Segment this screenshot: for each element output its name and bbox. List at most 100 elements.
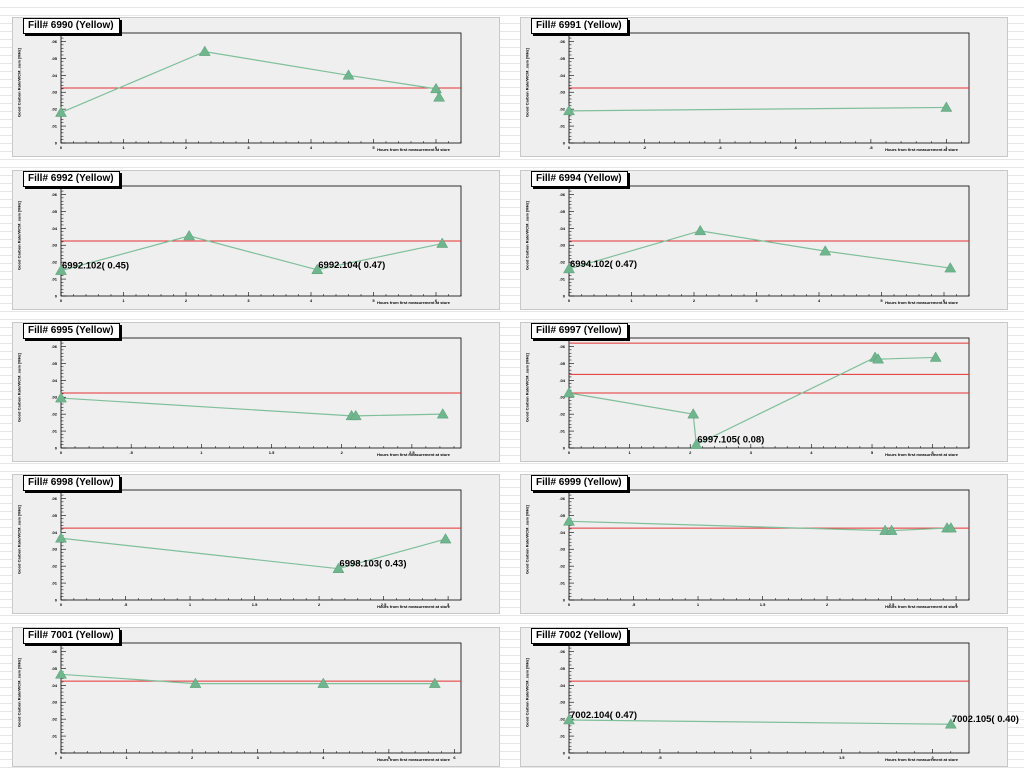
chart-panel: 0 .01 .02 .03 .04 .05 .06 0 .5 1 1.5 2 2.5 3 6998.103(… <box>12 474 500 614</box>
y-tick-label: .02 <box>559 260 565 265</box>
y-tick-label: 0 <box>55 446 58 451</box>
x-tick-label: .8 <box>869 145 873 150</box>
y-tick-label: .04 <box>51 378 57 383</box>
data-point <box>690 438 703 449</box>
x-tick-label: 5 <box>880 298 883 303</box>
y-axis-label: Good Carbon Rate/WCM_sum [MHz] <box>524 658 530 727</box>
series-line <box>568 719 951 725</box>
data-point <box>563 515 575 526</box>
chart-title: Fill# 6990 (Yellow) <box>23 18 120 34</box>
y-tick-label: .05 <box>559 513 565 518</box>
x-tick-label: 4 <box>818 298 821 303</box>
chart-title: Fill# 6999 (Yellow) <box>531 475 628 491</box>
y-tick-label: .05 <box>51 361 57 366</box>
chart-panel: 0 .01 .02 .03 .04 .05 .06 0 .5 1 1.5 2 2.5 3 Good Carb… <box>520 474 1008 614</box>
y-tick-label: .01 <box>559 581 565 586</box>
y-tick-label: .01 <box>51 277 57 282</box>
y-tick-label: .03 <box>51 90 57 95</box>
x-tick-label: 6 <box>435 298 438 303</box>
y-tick-label: .01 <box>559 124 565 129</box>
y-axis-label: Good Carbon Rate/WCM_sum [MHz] <box>16 48 22 117</box>
x-tick-label: 5 <box>372 298 375 303</box>
y-tick-label: .04 <box>559 226 565 231</box>
chart-panel: 0 .01 .02 .03 .04 .05 .06 0 .2 .4 .6 .8 1 Good Carbon… <box>520 17 1008 157</box>
x-tick-label: 2 <box>689 450 692 455</box>
data-point <box>198 45 211 56</box>
x-tick-label: 1 <box>200 450 203 455</box>
y-axis-label: Good Carbon Rate/WCM_sum [MHz] <box>16 353 22 422</box>
data-point <box>944 262 957 273</box>
y-tick-label: .03 <box>51 547 57 552</box>
x-tick-label: 0 <box>568 755 571 760</box>
y-tick-label: .03 <box>559 243 565 248</box>
x-tick-label: 1 <box>630 298 633 303</box>
data-point <box>349 409 362 421</box>
data-point <box>945 522 957 533</box>
x-tick-label: 1 <box>189 602 192 607</box>
point-annotation: 6998.103( 0.43) <box>339 559 406 570</box>
y-tick-label: .06 <box>559 496 565 501</box>
x-tick-label: 3 <box>447 602 450 607</box>
series-line <box>568 106 947 112</box>
y-tick-label: .06 <box>559 39 565 44</box>
data-point <box>872 353 885 364</box>
chart-panel: 0 .01 .02 .03 .04 .05 .06 0 1 2 3 4 5 6 Good Carbon Ra… <box>12 17 500 157</box>
chart-title: Fill# 6991 (Yellow) <box>531 18 628 34</box>
x-tick-label: 5 <box>871 450 874 455</box>
data-point <box>55 264 67 275</box>
y-axis-label: Good Carbon Rate/WCM_sum [MHz] <box>16 201 22 270</box>
y-tick-label: 0 <box>563 751 566 756</box>
data-point <box>439 533 452 544</box>
chart-panel: 0 .01 .02 .03 .04 .05 .06 0 .5 1 1.5 2 7002.104( 0.4… <box>520 627 1019 767</box>
y-tick-label: .03 <box>559 700 565 705</box>
data-point <box>332 562 345 573</box>
data-point <box>940 101 953 112</box>
x-tick-label: 0 <box>60 755 63 760</box>
y-tick-label: .02 <box>51 564 57 569</box>
y-tick-label: .01 <box>559 277 565 282</box>
chart-plot: 0 .01 .02 .03 .04 .05 .06 0 .5 1 1.5 2 2.5 3 6998.103(… <box>51 489 462 607</box>
y-axis-label: Good Carbon Rate/WCM_sum [MHz] <box>524 505 530 574</box>
x-tick-label: 1.5 <box>760 602 766 607</box>
y-tick-label: .06 <box>51 344 57 349</box>
x-tick-label: .5 <box>124 602 128 607</box>
chart-plot: 0 .01 .02 .03 .04 .05 .06 0 1 2 3 4 5 6 6994.102( 0.47… <box>559 185 970 303</box>
data-point <box>55 392 67 403</box>
chart-title: Fill# 6994 (Yellow) <box>531 171 628 187</box>
x-tick-label: 3 <box>257 755 260 760</box>
x-axis-label: Hours from first measurement at store <box>885 300 958 305</box>
x-tick-label: 2 <box>318 602 321 607</box>
chart-panel: 0 .01 .02 .03 .04 .05 .06 0 1 2 3 4 5 6 6992.102( 0.45… <box>12 170 500 310</box>
y-tick-label: .05 <box>51 666 57 671</box>
y-tick-label: .01 <box>51 581 57 586</box>
plot-frame <box>568 489 970 601</box>
x-tick-label: 5 <box>372 145 375 150</box>
point-annotation: 6992.104( 0.47) <box>318 260 385 271</box>
x-tick-label: 1 <box>750 755 753 760</box>
y-tick-label: 0 <box>55 141 58 146</box>
point-annotation: 7002.105( 0.40) <box>952 714 1019 725</box>
y-tick-label: .02 <box>51 717 57 722</box>
x-tick-label: 1 <box>945 145 948 150</box>
y-tick-label: .02 <box>559 412 565 417</box>
x-axis-label: Hours from first measurement at store <box>885 147 958 152</box>
chart-plot: 0 .01 .02 .03 .04 .05 .06 0 .5 1 1.5 2 2.5 3 <box>559 489 970 607</box>
x-tick-label: 2.5 <box>889 602 895 607</box>
point-annotation: 6992.102( 0.45) <box>62 261 129 272</box>
x-tick-label: 1.5 <box>839 755 845 760</box>
chart-plot: 0 .01 .02 .03 .04 .05 .06 0 .5 1 1.5 2 2.5 <box>51 337 462 455</box>
y-tick-label: 0 <box>563 446 566 451</box>
y-tick-label: .02 <box>51 107 57 112</box>
x-axis-label: Hours from first measurement at store <box>377 147 450 152</box>
x-axis-label: Hours from first measurement at store <box>377 300 450 305</box>
y-axis-label: Good Carbon Rate/WCM_sum [MHz] <box>16 658 22 727</box>
x-tick-label: 2 <box>341 450 344 455</box>
y-tick-label: .05 <box>559 56 565 61</box>
y-tick-label: .03 <box>51 700 57 705</box>
x-tick-label: .5 <box>632 602 636 607</box>
y-tick-label: .04 <box>559 73 565 78</box>
y-axis-label: Good Carbon Rate/WCM_sum [MHz] <box>524 353 530 422</box>
chart-panel: 0 .01 .02 .03 .04 .05 .06 0 .5 1 1.5 2 2.5 Good Carbo… <box>12 322 500 462</box>
y-tick-label: .02 <box>559 564 565 569</box>
y-tick-label: .06 <box>559 192 565 197</box>
